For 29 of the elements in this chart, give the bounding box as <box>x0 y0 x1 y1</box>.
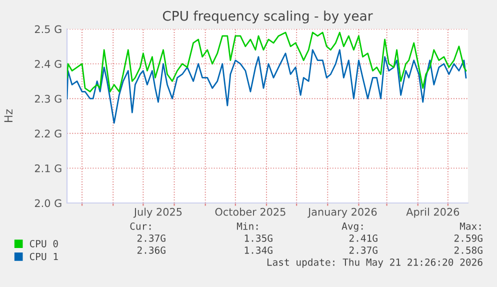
text: 2.37G <box>137 234 166 242</box>
legend-label: CPU 1 <box>30 252 58 260</box>
y-tick-label: 2.5 G <box>34 25 62 34</box>
text: Max: <box>460 222 481 230</box>
text: 2.41G <box>349 234 378 242</box>
text: 2.59G <box>454 234 482 242</box>
text: Cur: <box>130 222 151 230</box>
chart-title: CPU frequency scaling - by year <box>162 10 373 24</box>
x-tick-label: October 2025 <box>215 208 286 216</box>
text: Last update: Thu May 21 21:26:20 2026 <box>267 258 482 268</box>
y-tick-label: 2.2 G <box>34 130 62 138</box>
y-tick-label: 2.1 G <box>34 164 62 172</box>
x-tick-label: January 2026 <box>307 208 377 218</box>
x-tick-label: April 2026 <box>406 208 460 218</box>
y-tick-label: 2.4 G <box>34 60 62 68</box>
text: 2.37G <box>349 246 378 254</box>
y-tick-label: 2.3 G <box>34 94 62 103</box>
line-series <box>67 49 467 124</box>
text: Min: <box>236 222 258 230</box>
text: Avg: <box>342 222 363 232</box>
text: 2.36G <box>137 246 166 254</box>
legend-label: CPU 0 <box>30 240 58 248</box>
text: 1.35G <box>244 234 272 242</box>
text: 1.34G <box>244 246 272 254</box>
y-tick-label: 2.0 G <box>34 199 62 208</box>
x-tick-label: July 2025 <box>133 208 182 218</box>
text: 2.58G <box>454 246 482 254</box>
line-series <box>67 32 467 92</box>
y-axis-title: Hz <box>4 109 12 122</box>
